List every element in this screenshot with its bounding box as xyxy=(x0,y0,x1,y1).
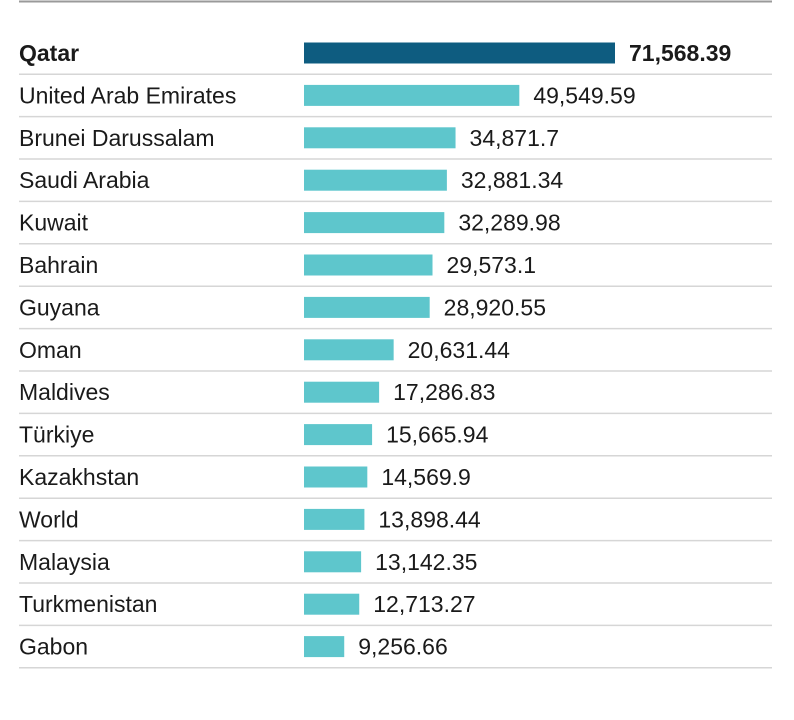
bar xyxy=(304,593,360,615)
category-label: World xyxy=(19,506,79,532)
bar-row: Türkiye 15,665.94 xyxy=(19,422,772,457)
bar-row: Gabon 9,256.66 xyxy=(19,634,772,669)
bar-row: World 13,898.44 xyxy=(19,506,772,542)
category-label: United Arab Emirates xyxy=(19,82,236,108)
bar xyxy=(304,466,368,488)
category-label: Turkmenistan xyxy=(19,591,157,617)
bar xyxy=(304,381,380,403)
bar xyxy=(304,42,615,64)
value-label: 71,568.39 xyxy=(629,40,731,66)
value-label: 14,569.9 xyxy=(381,464,471,490)
value-label: 17,286.83 xyxy=(393,379,495,405)
bar-row: Oman 20,631.44 xyxy=(19,337,772,372)
bar xyxy=(304,296,430,318)
category-label: Türkiye xyxy=(19,422,94,448)
value-label: 15,665.94 xyxy=(386,422,489,448)
bar-row: Kazakhstan 14,569.9 xyxy=(19,464,772,499)
bar-row: Brunei Darussalam 34,871.7 xyxy=(19,125,772,160)
category-label: Kazakhstan xyxy=(19,464,139,490)
category-label: Bahrain xyxy=(19,252,98,278)
bar xyxy=(304,508,365,530)
bar-row: Saudi Arabia 32,881.34 xyxy=(19,167,772,203)
value-label: 32,289.98 xyxy=(458,210,560,236)
bar xyxy=(304,127,456,149)
bar xyxy=(304,169,447,191)
bar-row: Qatar 71,568.39 xyxy=(19,40,772,75)
bar xyxy=(304,212,445,234)
category-label: Oman xyxy=(19,337,82,363)
category-label: Brunei Darussalam xyxy=(19,125,215,151)
bar-row: Bahrain 29,573.1 xyxy=(19,252,772,287)
bar-row: Maldives 17,286.83 xyxy=(19,379,772,415)
category-label: Maldives xyxy=(19,379,110,405)
bar xyxy=(304,424,373,446)
bar-row: Malaysia 13,142.35 xyxy=(19,549,772,584)
value-label: 13,142.35 xyxy=(375,549,477,575)
category-label: Malaysia xyxy=(19,549,110,575)
bar-row: Guyana 28,920.55 xyxy=(19,294,772,330)
value-label: 9,256.66 xyxy=(358,634,448,660)
value-label: 34,871.7 xyxy=(470,125,560,151)
bar xyxy=(304,339,394,361)
bar-row: United Arab Emirates 49,549.59 xyxy=(19,82,772,118)
value-label: 12,713.27 xyxy=(373,591,475,617)
bar-row: Kuwait 32,289.98 xyxy=(19,210,772,245)
value-label: 32,881.34 xyxy=(461,167,564,193)
bar xyxy=(304,84,520,106)
category-label: Gabon xyxy=(19,634,88,660)
value-label: 20,631.44 xyxy=(408,337,511,363)
category-label: Saudi Arabia xyxy=(19,167,150,193)
category-label: Guyana xyxy=(19,294,100,320)
value-label: 28,920.55 xyxy=(444,294,546,320)
category-label: Qatar xyxy=(19,40,79,66)
bar xyxy=(304,636,345,658)
value-label: 13,898.44 xyxy=(378,506,481,532)
bar xyxy=(304,551,362,573)
category-label: Kuwait xyxy=(19,210,89,236)
value-label: 49,549.59 xyxy=(533,82,635,108)
bar-row: Turkmenistan 12,713.27 xyxy=(19,591,772,627)
bar xyxy=(304,254,433,276)
value-label: 29,573.1 xyxy=(447,252,537,278)
